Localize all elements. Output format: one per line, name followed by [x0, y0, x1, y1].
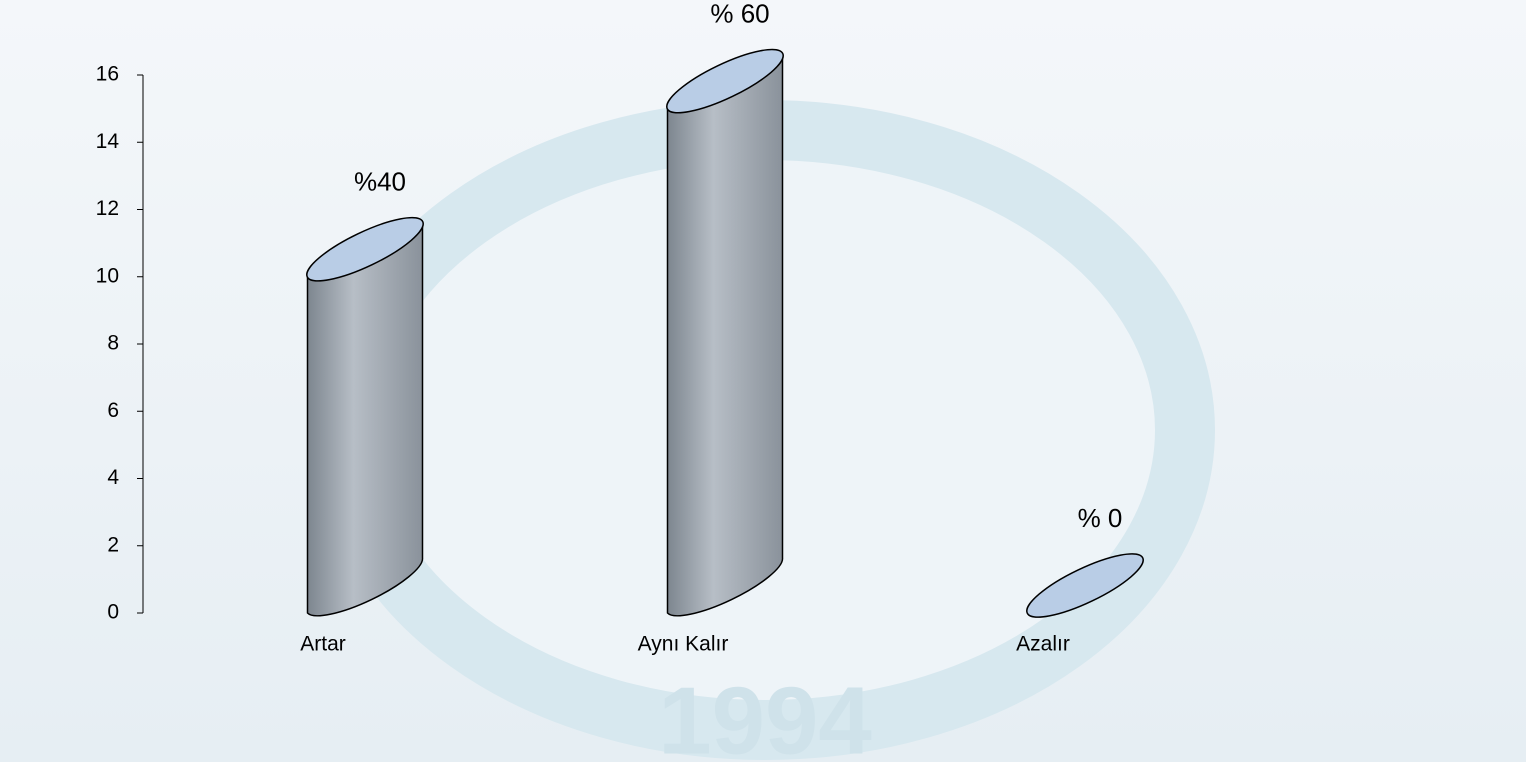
watermark: 1994 [658, 667, 872, 762]
cylinder-top [666, 48, 784, 114]
cylinder-body [666, 53, 784, 617]
x-tick-label: Artar [300, 633, 346, 656]
y-tick-label: 8 [107, 332, 119, 355]
value-label: %40 [354, 167, 406, 197]
y-tick-label: 10 [96, 264, 119, 287]
x-tick-label: Azalır [1016, 633, 1070, 656]
cylinder-top [306, 216, 424, 282]
y-tick-label: 2 [107, 533, 119, 556]
y-tick-label: 12 [96, 197, 119, 220]
y-tick-label: 6 [107, 399, 119, 422]
x-tick-label: Aynı Kalır [638, 633, 729, 656]
y-tick-label: 4 [107, 466, 119, 489]
value-label: % 60 [710, 0, 769, 29]
y-tick-label: 0 [107, 601, 119, 624]
value-label: % 0 [1078, 503, 1123, 533]
y-tick-label: 16 [96, 63, 119, 86]
y-tick-label: 14 [96, 130, 120, 153]
cylinder-top [1026, 553, 1144, 618]
